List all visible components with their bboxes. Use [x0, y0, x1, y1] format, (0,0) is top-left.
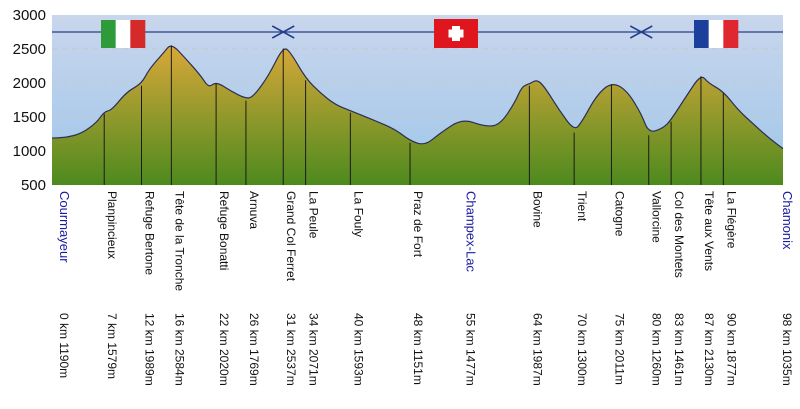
waypoint-distance: 75 km 2011m [612, 313, 626, 385]
border-markers [271, 25, 653, 39]
waypoint-label: Refuge Bertone [143, 191, 157, 275]
waypoint-label: Vallorcine [650, 191, 664, 243]
waypoint-distance: 90 km 1877m [724, 313, 738, 386]
waypoint-distance: 12 km 1989m [143, 313, 157, 386]
border-marker-icon [271, 25, 295, 39]
flag-france-icon [694, 20, 739, 48]
waypoint-label: Planpincieux [105, 191, 119, 259]
waypoint-label: Champex-Lac [463, 191, 478, 272]
y-tick-label: 2500 [13, 41, 46, 58]
waypoint-label: Grand Col Ferret [284, 191, 298, 282]
y-tick-label: 500 [21, 177, 46, 194]
country-flags [101, 19, 739, 48]
waypoint-droplines [103, 45, 724, 185]
waypoint-distance: 26 km 1769m [247, 313, 261, 386]
waypoint-label: Trient [575, 191, 589, 222]
waypoint-label: Chamonix [780, 191, 795, 250]
y-axis-ticks: 500 1000 1500 2000 2500 3000 [13, 7, 46, 194]
waypoint-label: Praz de Fort [411, 191, 425, 258]
waypoint-distance: 87 km 2130m [702, 313, 716, 386]
waypoint-distance: 31 km 2537m [284, 313, 298, 386]
terrain-outline [51, 45, 784, 150]
waypoint-distance: 64 km 1987m [530, 313, 544, 386]
waypoint-labels: Courmayeur Planpincieux Refuge Bertone Tête… [57, 191, 795, 291]
y-tick-label: 1000 [13, 143, 46, 160]
waypoint-distance: 16 km 2584m [172, 313, 186, 386]
waypoint-label: Courmayeur [57, 191, 72, 263]
waypoint-distance: 7 km 1579m [105, 313, 119, 379]
waypoint-distance: 55 km 1477m [463, 313, 477, 386]
waypoint-label: Arnuva [247, 191, 261, 229]
waypoint-label: Col des Montets [672, 191, 686, 278]
waypoint-distance-labels: 0 km 1190m 7 km 1579m 12 km 1989m 16 km 258… [57, 313, 794, 386]
border-marker-icon [629, 25, 653, 39]
waypoint-distance: 98 km 1035m [780, 313, 794, 386]
waypoint-distance: 0 km 1190m [57, 313, 71, 378]
waypoint-label: Bovine [530, 191, 544, 228]
waypoint-distance: 80 km 1260m [650, 313, 664, 386]
waypoint-distance: 70 km 1300m [575, 313, 589, 386]
y-tick-label: 2000 [13, 75, 46, 92]
waypoint-distance: 34 km 2071m [307, 313, 321, 386]
terrain-area [52, 46, 783, 185]
waypoint-label: Refuge Bonatti [217, 191, 231, 270]
y-tick-label: 1500 [13, 109, 46, 126]
flag-italy-icon [101, 20, 146, 48]
waypoint-distance: 48 km 1151m [411, 313, 425, 385]
waypoint-label: Catogne [612, 191, 626, 237]
waypoint-distance: 83 km 1461m [672, 313, 686, 386]
waypoint-label: La Fouly [351, 191, 365, 237]
waypoint-label: La Flégère [724, 191, 738, 249]
waypoint-distance: 40 km 1593m [351, 313, 365, 386]
flag-switzerland-icon [434, 19, 478, 48]
waypoint-label: Tête de la Tronche [172, 191, 186, 291]
waypoint-label: La Peule [307, 191, 321, 239]
y-tick-label: 3000 [13, 7, 46, 24]
waypoint-label: Tête aux Vents [702, 191, 716, 271]
waypoint-distance: 22 km 2020m [217, 313, 231, 386]
